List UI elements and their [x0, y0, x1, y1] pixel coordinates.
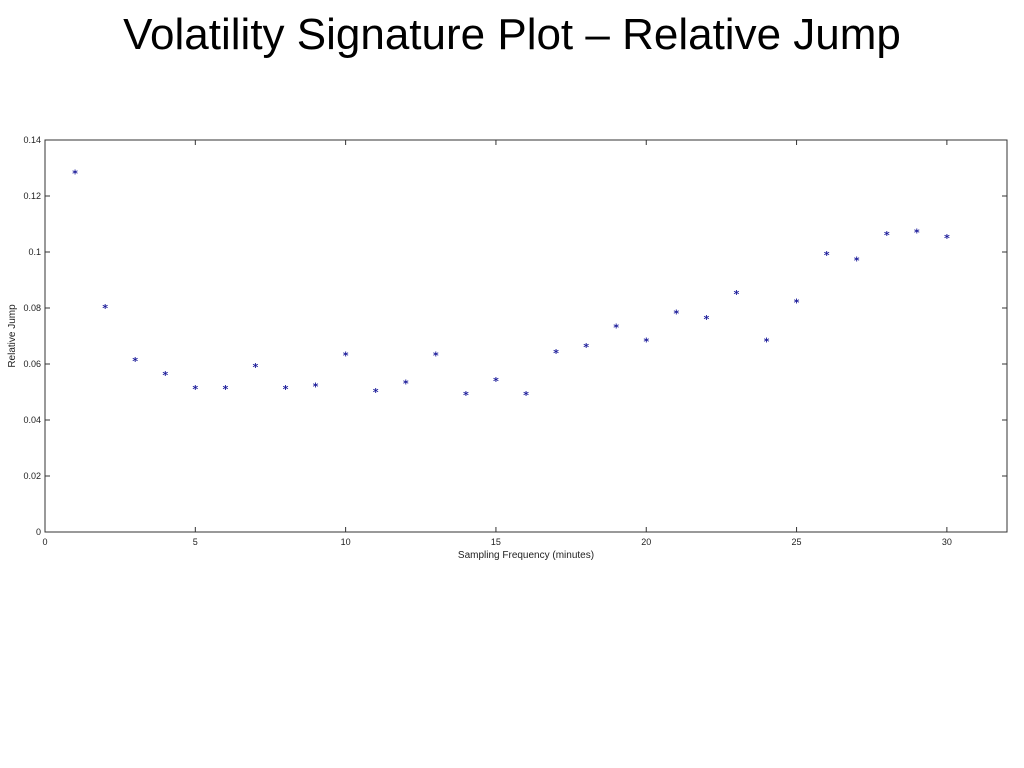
- data-point: *: [793, 296, 800, 309]
- x-axis-label: Sampling Frequency (minutes): [458, 550, 594, 561]
- data-point: *: [282, 383, 289, 396]
- data-point: *: [162, 369, 169, 382]
- x-tick-label: 0: [42, 537, 47, 547]
- data-point: *: [222, 383, 229, 396]
- data-points: * * * * * * * * * * * * * * * * * * * * * * * * * * * * * *: [72, 168, 950, 402]
- x-axis: 0 5 10 15 20 25 30: [42, 140, 952, 547]
- data-point: *: [733, 288, 740, 301]
- plot-border: [44, 139, 1008, 533]
- x-tick-label: 25: [792, 537, 802, 547]
- y-tick-label: 0.14: [23, 135, 41, 145]
- x-tick-label: 15: [491, 537, 501, 547]
- x-tick-label: 20: [641, 537, 651, 547]
- data-point: *: [372, 386, 379, 399]
- y-axis: 0 0.02 0.04 0.06 0.08 0.1 0.12 0.14: [23, 135, 1007, 537]
- plot-area: [44, 139, 1008, 533]
- data-point: *: [402, 378, 409, 391]
- y-tick-label: 0.02: [23, 471, 41, 481]
- y-tick-label: 0: [36, 527, 41, 537]
- data-point: *: [823, 249, 830, 262]
- x-tick-label: 10: [341, 537, 351, 547]
- data-point: *: [463, 389, 470, 402]
- data-point: *: [192, 383, 199, 396]
- page-title: Volatility Signature Plot – Relative Jum…: [123, 10, 901, 59]
- y-tick-label: 0.08: [23, 303, 41, 313]
- data-point: *: [523, 389, 530, 402]
- data-point: *: [883, 229, 890, 242]
- data-point: *: [132, 355, 139, 368]
- data-point: *: [553, 347, 560, 360]
- y-axis-label: Relative Jump: [7, 304, 18, 368]
- data-point: *: [613, 322, 620, 335]
- data-point: *: [342, 350, 349, 363]
- y-tick-label: 0.1: [28, 247, 41, 257]
- data-point: *: [583, 341, 590, 354]
- data-point: *: [72, 168, 79, 181]
- y-tick-label: 0.06: [23, 359, 41, 369]
- data-point: *: [102, 302, 109, 315]
- data-point: *: [433, 350, 440, 363]
- x-tick-label: 5: [193, 537, 198, 547]
- data-point: *: [853, 254, 860, 267]
- data-point: *: [944, 232, 951, 245]
- y-tick-label: 0.04: [23, 415, 41, 425]
- data-point: *: [493, 375, 500, 388]
- data-point: *: [763, 336, 770, 349]
- x-tick-label: 30: [942, 537, 952, 547]
- data-point: *: [252, 361, 259, 374]
- data-point: *: [312, 380, 319, 393]
- data-point: *: [643, 336, 650, 349]
- y-tick-label: 0.12: [23, 191, 41, 201]
- data-point: *: [914, 226, 921, 239]
- data-point: *: [703, 313, 710, 326]
- data-point: *: [673, 308, 680, 321]
